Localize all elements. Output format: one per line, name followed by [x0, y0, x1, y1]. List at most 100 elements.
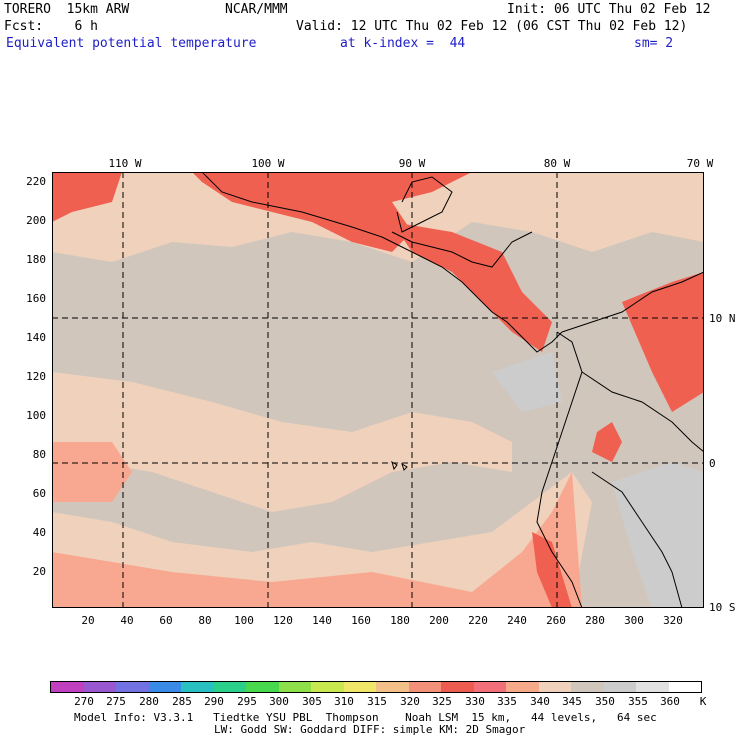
colorbar-swatch: [506, 682, 539, 692]
x-tick: 280: [585, 614, 605, 627]
coast-yucatan: [396, 176, 453, 233]
model-info-line2: LW: Godd SW: Goddard DIFF: simple KM: 2D…: [214, 723, 526, 736]
colorbar-swatch: [538, 682, 571, 692]
band-335-south: [52, 472, 582, 608]
colorbar-label: 345: [562, 695, 582, 708]
center-label: NCAR/MMM: [225, 2, 288, 17]
colorbar-swatch: [441, 682, 474, 692]
y-tick: 100: [26, 409, 46, 422]
colorbar-swatch: [571, 682, 604, 692]
colorbar-label: 310: [334, 695, 354, 708]
colorbar-label: 355: [628, 695, 648, 708]
colorbar-label: 315: [367, 695, 387, 708]
lat-lon-grid: [52, 172, 704, 608]
lon-label-90w: 90 W: [398, 157, 426, 170]
lon-label-100w: 100 W: [251, 157, 285, 170]
colorbar-swatch: [408, 682, 441, 692]
colorbar-label: 340: [530, 695, 550, 708]
forecast-hour: Fcst: 6 h: [4, 19, 98, 34]
lon-label-110w: 110 W: [108, 157, 142, 170]
y-tick: 180: [26, 253, 46, 266]
x-tick: 120: [273, 614, 293, 627]
colorbar-swatch: [278, 682, 311, 692]
lat-label-10n: 10 N: [709, 312, 736, 325]
colorbar-label: 335: [497, 695, 517, 708]
x-tick: 40: [120, 614, 134, 627]
border-central-america: [391, 231, 533, 268]
band-330-central-america: [392, 222, 552, 352]
colorbar-unit: K: [699, 695, 707, 708]
colorbar-swatch: [83, 682, 116, 692]
x-tick: 220: [468, 614, 488, 627]
model-info-line1: Model Info: V3.3.1 Tiedtke YSU PBL Thomp…: [74, 711, 657, 724]
coast-mexico-central-america: [201, 172, 563, 353]
colorbar-label: 330: [465, 695, 485, 708]
x-tick: 260: [546, 614, 566, 627]
band-350-gulf: [492, 352, 562, 412]
lon-label-70w: 70 W: [686, 157, 714, 170]
y-tick: 220: [26, 175, 46, 188]
band-350-amazon: [612, 462, 704, 608]
equivalent-potential-temperature-map: [52, 172, 704, 608]
colorbar-swatch: [116, 682, 149, 692]
x-tick: 320: [663, 614, 683, 627]
colorbar-swatch: [246, 682, 279, 692]
colorbar-label: 270: [74, 695, 94, 708]
colorbar-swatch: [668, 682, 701, 692]
coast-south-america-north: [561, 271, 704, 333]
colorbar: [50, 681, 702, 693]
colorbar-label: 285: [172, 695, 192, 708]
band-330-pacific-nw: [52, 172, 122, 222]
band-330-peru: [532, 532, 572, 608]
x-tick: 100: [234, 614, 254, 627]
colorbar-label: 305: [302, 695, 322, 708]
valid-time: Valid: 12 UTC Thu 02 Feb 12 (06 CST Thu …: [296, 19, 688, 34]
y-tick: 120: [26, 370, 46, 383]
x-tick: 180: [390, 614, 410, 627]
model-title: TORERO 15km ARW: [4, 2, 130, 17]
colorbar-swatch: [376, 682, 409, 692]
x-tick: 140: [312, 614, 332, 627]
x-tick: 80: [198, 614, 212, 627]
colorbar-swatch: [636, 682, 669, 692]
band-335-west: [52, 442, 132, 502]
y-tick: 20: [32, 565, 46, 578]
band-330-andes: [592, 422, 622, 462]
x-tick: 240: [507, 614, 527, 627]
border-colombia-ecuador-peru: [581, 371, 704, 453]
colorbar-label: 290: [204, 695, 224, 708]
init-time: Init: 06 UTC Thu 02 Feb 12: [507, 2, 711, 17]
colorbar-swatch: [311, 682, 344, 692]
coastlines: [201, 172, 704, 608]
colorbar-label: 300: [269, 695, 289, 708]
colorbar-label: 360: [660, 695, 680, 708]
colorbar-swatch: [603, 682, 636, 692]
y-tick: 160: [26, 292, 46, 305]
y-tick: 80: [32, 448, 46, 461]
smoothing-label: sm= 2: [634, 36, 674, 51]
colorbar-swatch: [213, 682, 246, 692]
colorbar-label: 320: [400, 695, 420, 708]
colorbar-label: 280: [139, 695, 159, 708]
y-tick: 140: [26, 331, 46, 344]
galapagos-islands: [391, 460, 408, 471]
coast-south-america-west: [536, 331, 583, 608]
colorbar-label: 350: [595, 695, 615, 708]
band-340-mid: [52, 372, 512, 512]
x-tick: 300: [624, 614, 644, 627]
colorbar-swatch: [343, 682, 376, 692]
field-name: Equivalent potential temperature: [6, 36, 257, 51]
x-tick: 20: [81, 614, 95, 627]
x-tick: 60: [159, 614, 173, 627]
colorbar-label: 295: [237, 695, 257, 708]
colorbar-label: 275: [106, 695, 126, 708]
border-peru-brazil: [591, 471, 683, 608]
band-330-venezuela: [622, 272, 704, 412]
colorbar-swatch: [51, 682, 84, 692]
colorbar-label: 325: [432, 695, 452, 708]
lat-label-0: 0: [709, 457, 716, 470]
colorbar-swatch: [181, 682, 214, 692]
colorbar-swatch: [473, 682, 506, 692]
x-tick: 200: [429, 614, 449, 627]
y-tick: 200: [26, 214, 46, 227]
